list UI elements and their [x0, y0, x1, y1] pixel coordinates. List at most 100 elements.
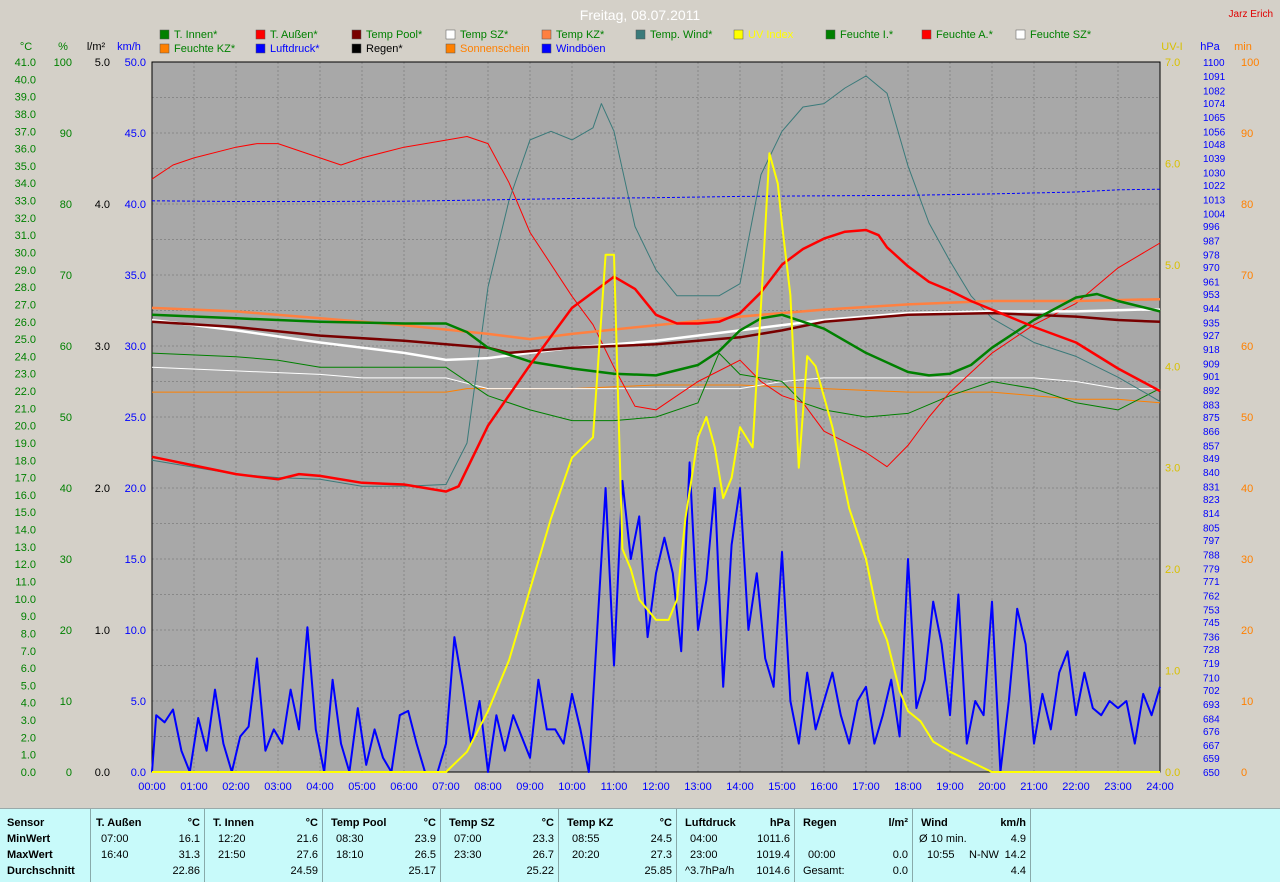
sunshine-tick-label: 60 — [1241, 341, 1253, 353]
legend-label: Temp. Wind* — [650, 29, 713, 41]
temp-tick-label: 33.0 — [15, 196, 36, 208]
stats-max-label: MaxWert — [7, 849, 53, 861]
stats-avg-value: 22.86 — [172, 865, 200, 877]
legend-swatch — [921, 29, 932, 40]
pressure-tick-label: 1004 — [1203, 209, 1226, 220]
legend-item: UV Index — [733, 29, 794, 41]
rain-tick-label: 0.0 — [95, 767, 110, 779]
stats-max-value: 1019.4 — [756, 849, 790, 861]
stats-unit: hPa — [769, 817, 790, 829]
legend-item: Luftdruck* — [255, 43, 320, 55]
pressure-tick-label: 1056 — [1203, 127, 1226, 138]
legend-label: Sonnenschein — [460, 43, 530, 55]
temp-tick-label: 38.0 — [15, 109, 36, 121]
stats-unit: km/h — [1000, 817, 1026, 829]
stats-avg-value: 4.4 — [1010, 865, 1026, 877]
pressure-tick-label: 797 — [1203, 536, 1220, 547]
axis-unit-rain: l/m² — [87, 41, 106, 53]
legend-item: Temp KZ* — [541, 29, 605, 41]
stats-min-time: 12:20 — [218, 833, 246, 845]
temp-tick-label: 41.0 — [15, 57, 36, 69]
stats-head: Luftdruck — [685, 817, 736, 829]
temp-tick-label: 13.0 — [15, 542, 36, 554]
pressure-tick-label: 676 — [1203, 727, 1220, 738]
stats-max-time: 21:50 — [218, 849, 246, 861]
pressure-tick-label: 892 — [1203, 386, 1220, 397]
stats-min-time: 07:00 — [101, 833, 129, 845]
series-layer — [151, 75, 1161, 773]
wind-tick-label: 5.0 — [131, 696, 146, 708]
stats-min-value: 1011.6 — [757, 833, 790, 845]
stats-unit: °C — [659, 817, 672, 829]
temp-tick-label: 26.0 — [15, 317, 36, 329]
stats-max-time: 18:10 — [336, 849, 364, 861]
temp-tick-label: 32.0 — [15, 213, 36, 225]
time-tick-label: 05:00 — [348, 781, 376, 793]
humidity-tick-label: 60 — [60, 341, 72, 353]
stats-max-time: 16:40 — [101, 849, 129, 861]
stats-unit: °C — [423, 817, 436, 829]
legend-label: T. Außen* — [270, 29, 318, 41]
pressure-tick-label: 1091 — [1203, 72, 1226, 83]
time-tick-label: 08:00 — [474, 781, 502, 793]
legend-swatch — [541, 29, 552, 40]
stats-max-value: 26.7 — [532, 849, 554, 861]
stats-head: T. Außen — [96, 817, 142, 829]
time-tick-label: 14:00 — [726, 781, 754, 793]
pressure-tick-label: 1074 — [1203, 99, 1226, 110]
pressure-tick-label: 978 — [1203, 250, 1220, 261]
stats-min-label: MinWert — [7, 833, 51, 845]
pressure-tick-label: 987 — [1203, 236, 1220, 247]
pressure-tick-label: 996 — [1203, 222, 1220, 233]
time-tick-label: 18:00 — [894, 781, 922, 793]
time-tick-label: 11:00 — [601, 781, 628, 793]
humidity-tick-label: 0 — [66, 767, 72, 779]
stats-min-value: 21.6 — [296, 833, 318, 845]
pressure-tick-label: 1048 — [1203, 140, 1226, 151]
temp-tick-label: 24.0 — [15, 351, 36, 363]
sunshine-tick-label: 0 — [1241, 767, 1247, 779]
time-tick-label: 19:00 — [936, 781, 964, 793]
temp-tick-label: 28.0 — [15, 282, 36, 294]
stats-col-sensor: Sensor MinWert MaxWert Durchschnitt — [0, 809, 90, 882]
wind-tick-label: 25.0 — [125, 412, 146, 424]
time-tick-label: 23:00 — [1104, 781, 1132, 793]
uv-tick-label: 0.0 — [1165, 767, 1180, 779]
rain-tick-label: 3.0 — [95, 341, 110, 353]
legend-swatch — [351, 29, 362, 40]
humidity-tick-label: 70 — [60, 270, 72, 282]
time-tick-label: 15:00 — [768, 781, 796, 793]
stats-panel: Sensor MinWert MaxWert Durchschnitt T. A… — [0, 808, 1280, 882]
series-line-feuchte-i — [151, 352, 1161, 422]
stats-head: Regen — [803, 817, 837, 829]
temp-tick-label: 35.0 — [15, 161, 36, 173]
pressure-tick-label: 1082 — [1203, 86, 1226, 97]
stats-max-time: 20:20 — [572, 849, 600, 861]
stats-avg-value: 1014.6 — [756, 865, 790, 877]
legend-swatch — [635, 29, 646, 40]
wind-tick-label: 0.0 — [131, 767, 146, 779]
uv-tick-label: 1.0 — [1165, 666, 1180, 678]
pressure-tick-label: 823 — [1203, 495, 1220, 506]
temp-tick-label: 5.0 — [21, 680, 36, 692]
temp-tick-label: 19.0 — [15, 438, 36, 450]
temp-tick-label: 6.0 — [21, 663, 36, 675]
stats-min-value: 23.9 — [414, 833, 436, 845]
sunshine-tick-label: 30 — [1241, 554, 1253, 566]
legend-item: Sonnenschein — [445, 43, 530, 55]
legend-label: Temp SZ* — [460, 29, 509, 41]
stats-min-time: 07:00 — [454, 833, 482, 845]
temp-tick-label: 40.0 — [15, 74, 36, 86]
legend-swatch — [733, 29, 744, 40]
stats-total-value: 0.0 — [892, 865, 908, 877]
stats-min-value: 23.3 — [532, 833, 554, 845]
temp-tick-label: 30.0 — [15, 247, 36, 259]
stats-min-value: 16.1 — [178, 833, 200, 845]
pressure-tick-label: 970 — [1203, 263, 1220, 274]
legend-label: Luftdruck* — [270, 43, 320, 55]
time-tick-label: 17:00 — [852, 781, 880, 793]
time-tick-label: 09:00 — [516, 781, 544, 793]
humidity-tick-label: 80 — [60, 199, 72, 211]
wind-tick-label: 30.0 — [125, 341, 146, 353]
sunshine-tick-label: 20 — [1241, 625, 1253, 637]
